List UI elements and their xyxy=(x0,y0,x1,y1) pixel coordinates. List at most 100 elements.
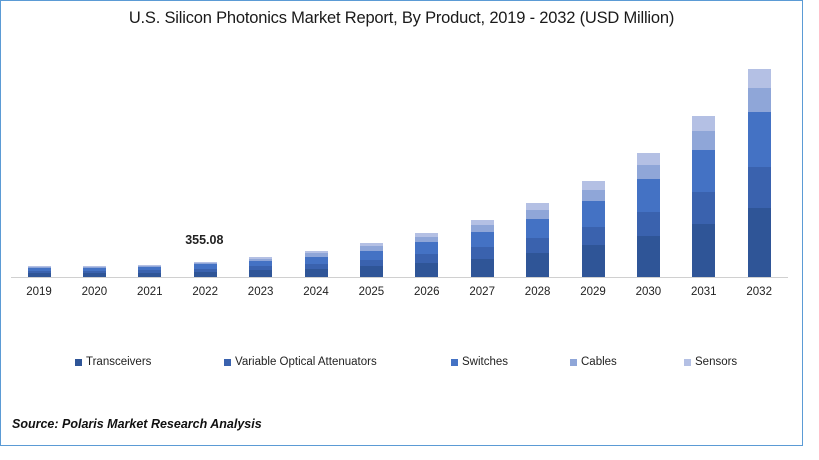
bar-segment-variable-optical-attenuators xyxy=(636,211,660,236)
bar-segment-cables xyxy=(692,130,716,150)
bar-segment-switches xyxy=(526,218,550,238)
bar-segment-variable-optical-attenuators xyxy=(249,266,273,271)
bar-segment-variable-optical-attenuators xyxy=(82,270,106,273)
legend-item-variable-optical-attenuators: Variable Optical Attenuators xyxy=(224,356,377,368)
bar-2028 xyxy=(526,203,550,277)
legend-swatch-icon xyxy=(224,358,231,366)
bar-2027 xyxy=(470,220,494,277)
bar-segment-transceivers xyxy=(27,273,51,277)
bar-segment-sensors xyxy=(138,264,162,266)
bar-segment-transceivers xyxy=(415,263,439,277)
bar-2021 xyxy=(138,264,162,277)
bar-segment-sensors xyxy=(82,265,106,267)
bar-segment-sensors xyxy=(304,251,328,253)
legend-swatch-icon xyxy=(75,358,82,366)
bar-2023 xyxy=(249,257,273,277)
bar-segment-variable-optical-attenuators xyxy=(138,270,162,273)
bar-segment-sensors xyxy=(27,265,51,267)
bar-segment-variable-optical-attenuators xyxy=(581,227,605,245)
legend-swatch-icon xyxy=(570,358,577,366)
x-tick-label: 2029 xyxy=(580,286,606,298)
bar-segment-cables xyxy=(82,266,106,268)
bar-segment-cables xyxy=(193,262,217,265)
bar-segment-variable-optical-attenuators xyxy=(359,259,383,267)
bar-segment-cables xyxy=(138,265,162,268)
legend-item-transceivers: Transceivers xyxy=(75,356,151,368)
bar-segment-sensors xyxy=(636,153,660,165)
x-tick-label: 2021 xyxy=(137,286,163,298)
bar-2030 xyxy=(636,153,660,277)
bar-segment-transceivers xyxy=(359,266,383,277)
bar-segment-switches xyxy=(249,260,273,266)
bar-segment-cables xyxy=(747,87,771,112)
bar-segment-variable-optical-attenuators xyxy=(304,263,328,269)
x-tick-label: 2028 xyxy=(524,286,551,298)
x-tick-label: 2025 xyxy=(358,286,385,298)
bar-segment-switches xyxy=(415,242,439,255)
bar-segment-switches xyxy=(470,232,494,248)
bar-segment-variable-optical-attenuators xyxy=(193,268,217,272)
bar-segment-switches xyxy=(304,256,328,264)
bar-segment-switches xyxy=(27,268,51,271)
bar-segment-switches xyxy=(138,267,162,271)
bar-segment-cables xyxy=(470,225,494,233)
bar-segment-variable-optical-attenuators xyxy=(27,270,51,274)
bar-segment-cables xyxy=(27,266,51,269)
x-tick-label: 2026 xyxy=(414,286,440,298)
x-tick-label: 2019 xyxy=(26,286,52,298)
bar-segment-transceivers xyxy=(193,271,217,277)
bar-2029 xyxy=(581,181,605,277)
bar-segment-cables xyxy=(581,190,605,202)
bar-segment-switches xyxy=(193,264,217,269)
legend-label: Cables xyxy=(581,356,617,368)
legend: Transceivers Variable Optical Attenuators… xyxy=(0,356,803,372)
bar-segment-transceivers xyxy=(304,268,328,277)
x-tick-label: 2022 xyxy=(192,286,218,298)
legend-label: Sensors xyxy=(695,356,738,368)
x-axis-line xyxy=(11,277,788,278)
bar-2026 xyxy=(415,233,439,277)
legend-item-cables: Cables xyxy=(570,356,617,368)
bar-segment-sensors xyxy=(359,242,383,247)
chart-title: U.S. Silicon Photonics Market Report, By… xyxy=(128,9,675,27)
bar-segment-transceivers xyxy=(581,244,605,277)
bar-segment-switches xyxy=(747,111,771,167)
bar-segment-variable-optical-attenuators xyxy=(415,254,439,264)
bar-segment-cables xyxy=(636,165,660,179)
bar-segment-sensors xyxy=(249,257,273,259)
bar-2020 xyxy=(82,265,106,277)
x-tick-label: 2032 xyxy=(746,286,772,298)
bar-2025 xyxy=(359,242,383,277)
bar-2031 xyxy=(692,115,716,277)
bar-segment-transceivers xyxy=(747,208,771,277)
bar-segment-transceivers xyxy=(138,272,162,277)
data-label-2022: 355.08 xyxy=(185,233,224,248)
legend-swatch-icon xyxy=(451,358,458,366)
bar-segment-transceivers xyxy=(692,223,716,277)
bar-2024 xyxy=(304,251,328,277)
legend-label: Variable Optical Attenuators xyxy=(235,356,377,368)
bar-segment-sensors xyxy=(415,233,439,238)
bar-segment-cables xyxy=(415,237,439,243)
bar-segment-variable-optical-attenuators xyxy=(470,247,494,260)
bar-segment-switches xyxy=(581,201,605,228)
legend-item-switches: Switches xyxy=(451,356,508,368)
x-tick-label: 2023 xyxy=(247,286,274,298)
bar-segment-sensors xyxy=(526,203,550,210)
plot-area xyxy=(11,40,788,277)
bar-segment-transceivers xyxy=(470,259,494,277)
bar-segment-switches xyxy=(636,178,660,212)
bar-segment-variable-optical-attenuators xyxy=(692,191,716,224)
bar-segment-variable-optical-attenuators xyxy=(526,237,550,253)
bar-segment-transceivers xyxy=(526,252,550,277)
bar-segment-switches xyxy=(82,267,106,271)
bar-segment-transceivers xyxy=(249,270,273,277)
x-tick-label: 2024 xyxy=(303,286,329,298)
legend-label: Transceivers xyxy=(86,356,152,368)
bar-segment-sensors xyxy=(193,261,217,263)
bar-segment-cables xyxy=(359,246,383,252)
legend-label: Switches xyxy=(462,356,509,368)
bar-segment-transceivers xyxy=(636,235,660,277)
bar-segment-sensors xyxy=(692,115,716,131)
bar-segment-cables xyxy=(526,210,550,219)
